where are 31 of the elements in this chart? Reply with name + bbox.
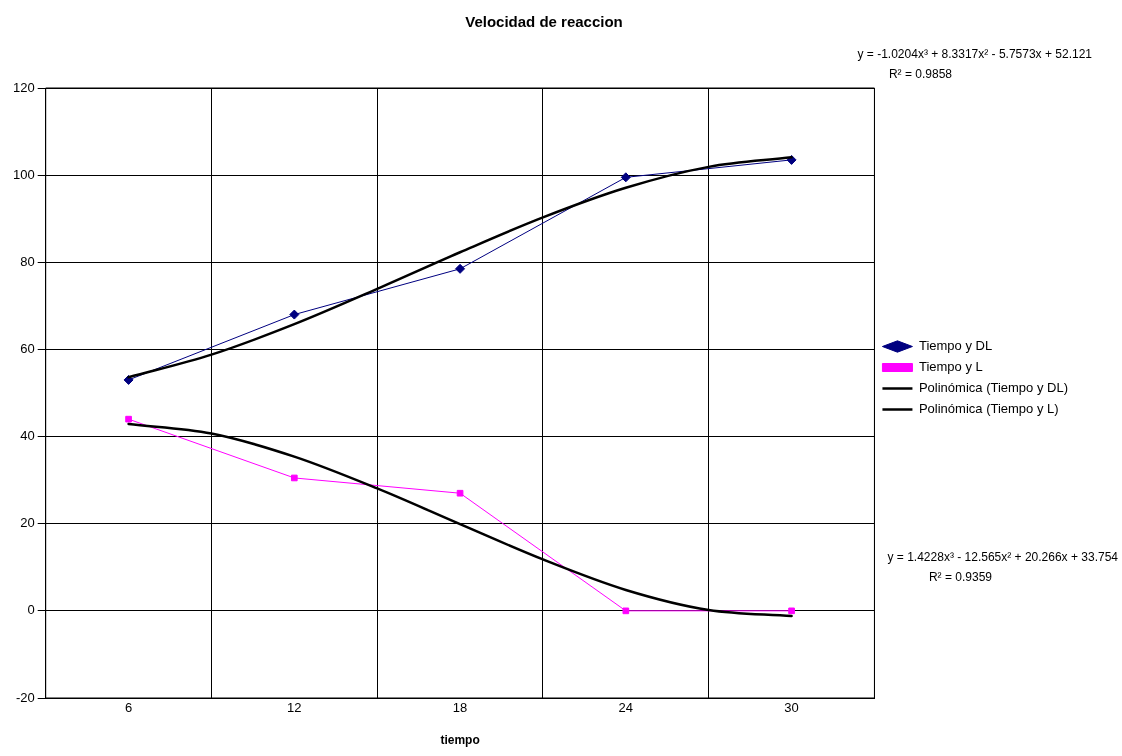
point xyxy=(620,172,631,183)
point xyxy=(289,309,300,320)
text: R² = 0.9858 xyxy=(888,67,953,81)
text: y = -1.0204x³ + 8.3317x² - 5.7573x + 52.121 xyxy=(857,47,1093,61)
legend-label: Tiempo y L xyxy=(918,359,983,375)
x-tick-label: 24 xyxy=(618,700,634,716)
x-axis-title: tiempo xyxy=(440,733,480,748)
x-tick-label: 18 xyxy=(452,700,468,716)
x-tick-label: 12 xyxy=(287,700,302,716)
legend-label: Polinómica (Tiempo y L) xyxy=(918,401,1059,417)
point xyxy=(455,263,466,274)
x-tick-label: 30 xyxy=(784,700,799,716)
y-tick-label: 0 xyxy=(27,602,35,618)
chart-title: Velocidad de reaccion xyxy=(465,13,623,31)
legend-label: Tiempo y DL xyxy=(918,338,993,354)
point xyxy=(125,415,132,423)
point xyxy=(290,474,298,482)
text: R² = 0.9359 xyxy=(928,570,993,585)
legend-label: Polinómica (Tiempo y DL) xyxy=(918,380,1068,396)
y-tick-label: 80 xyxy=(20,253,35,269)
y-tick-label: 60 xyxy=(20,341,35,357)
y-tick-label: 100 xyxy=(12,166,35,182)
y-tick-label: 120 xyxy=(12,79,35,95)
point xyxy=(788,607,795,615)
y-tick-label: 20 xyxy=(20,515,35,531)
point xyxy=(622,607,630,615)
y-tick-label: 40 xyxy=(20,428,35,444)
text: y = 1.4228x³ - 12.565x² + 20.266x + 33.754 xyxy=(887,550,1119,565)
point xyxy=(456,489,464,497)
y-tick-label: -20 xyxy=(15,689,35,705)
x-tick-label: 6 xyxy=(124,700,133,716)
